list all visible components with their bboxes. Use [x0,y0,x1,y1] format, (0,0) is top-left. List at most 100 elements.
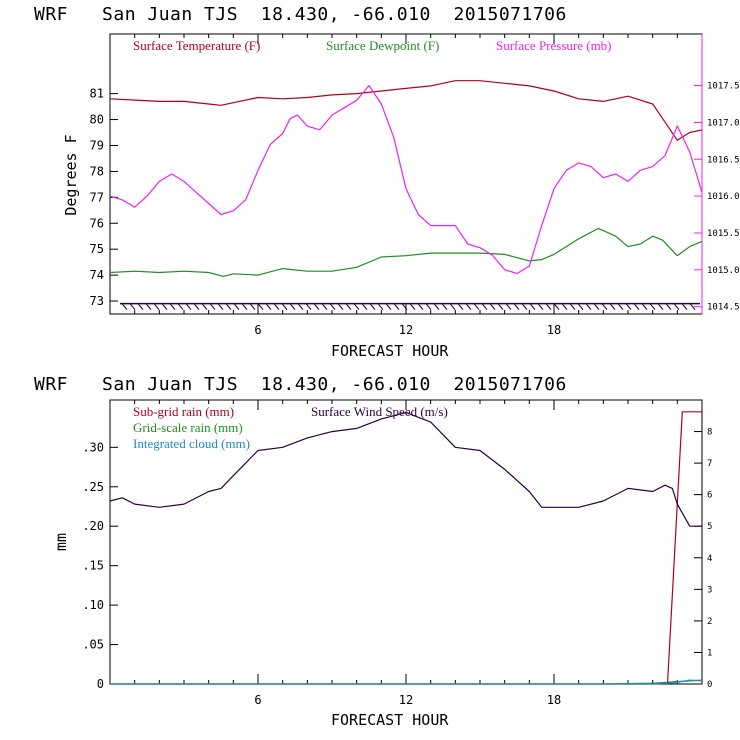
bottom-chart-title: WRF San Juan TJS 18.430, -66.010 2015071… [34,374,567,395]
wind-barb [489,303,496,310]
wind-barb [465,303,472,310]
wind-barb [313,303,320,310]
wind-barb [417,303,424,310]
top-axis-ticks: 6 12 18 73 74 75 76 77 78 79 80 81 1014.5 1015.0 1015.… [90,34,740,337]
bottom-y2-tick-label: 2 [707,617,712,627]
legend-subgrid-rain: Sub-grid rain (mm) [133,404,234,419]
wind-barb [593,303,600,310]
wind-barb [201,303,208,310]
wind-barb [657,303,664,310]
wind-barb [561,303,568,310]
bottom-x-tick-label: 18 [547,693,561,707]
wind-barb [353,303,360,310]
legend-surface-pressure: Surface Pressure (mb) [496,38,612,53]
top-x-tick-label: 6 [254,323,261,337]
wind-barb [441,303,448,310]
wind-barb [249,303,256,310]
wind-barb [161,303,168,310]
top-x-tick-label: 12 [399,323,413,337]
wind-barb [649,303,656,310]
bottom-x-tick-label: 6 [254,693,261,707]
wind-barb [505,303,512,310]
wind-barb [185,303,192,310]
wind-barb [617,303,624,310]
wind-barb [681,303,688,310]
bottom-y-axis-title: mm [52,533,70,551]
legend-surface-wind-speed: Surface Wind Speed (m/s) [311,404,448,419]
wind-barb [633,303,640,310]
wind-barb [481,303,488,310]
wind-barb [193,303,200,310]
bottom-y-tick-label: .05 [82,638,104,652]
wind-barb [377,303,384,310]
top-y-tick-label: 74 [90,268,104,282]
wind-barb [497,303,504,310]
wind-barb [513,303,520,310]
top-y-tick-label: 81 [90,87,104,101]
top-y-tick-label: 78 [90,164,104,178]
wind-barb [305,303,312,310]
wind-barb [553,303,560,310]
wind-barb [457,303,464,310]
wind-barbs [120,302,700,310]
bottom-y-tick-label: 0 [97,677,104,691]
legend-surface-temperature: Surface Temperature (F) [133,38,260,53]
bottom-y2-tick-label: 3 [707,585,712,595]
bottom-chart: WRF San Juan TJS 18.430, -66.010 2015071… [34,374,712,729]
wind-barb [233,303,240,310]
wind-barb [449,303,456,310]
top-y2-tick-label: 1015.0 [707,266,740,276]
wind-barb [585,303,592,310]
top-legend: Surface Temperature (F) Surface Dewpoint… [133,38,612,53]
wind-barb [289,303,296,310]
wind-barb [209,303,216,310]
wind-barb [473,303,480,310]
wind-barb [393,303,400,310]
bottom-x-axis-title: FORECAST HOUR [331,711,449,729]
wind-barb [265,303,272,310]
wind-barb [177,303,184,310]
top-y2-tick-label: 1014.5 [707,303,740,313]
wind-barb [241,303,248,310]
bottom-y2-tick-label: 1 [707,648,712,658]
wind-barb [625,303,632,310]
wind-barb [689,303,696,310]
bottom-y-tick-label: .20 [82,519,104,533]
legend-integrated-cloud: Integrated cloud (mm) [133,436,250,451]
wind-barb [225,303,232,310]
bottom-y-tick-label: .15 [82,559,104,573]
top-y-axis-title: Degrees F [62,134,80,215]
wind-barb [369,303,376,310]
wind-barb [545,303,552,310]
wind-barb [537,303,544,310]
wind-barb [521,303,528,310]
top-x-tick-label: 18 [547,323,561,337]
series-line-surface-temperature-f [109,80,703,141]
top-y-tick-label: 80 [90,113,104,127]
wind-barb [145,303,152,310]
wind-barb [153,303,160,310]
wind-barb [601,303,608,310]
top-y2-tick-label: 1016.5 [707,155,740,165]
bottom-y-tick-label: .25 [82,480,104,494]
wind-barb [257,303,264,310]
bottom-y2-tick-label: 5 [707,522,712,532]
bottom-y2-tick-label: 7 [707,459,712,469]
wind-barb [297,303,304,310]
top-series-lines [109,80,703,277]
top-y2-tick-label: 1017.0 [707,118,740,128]
bottom-series-lines [109,411,703,685]
wind-barb [433,303,440,310]
wind-barb [641,303,648,310]
top-x-axis-title: FORECAST HOUR [331,342,449,360]
wind-barb [665,303,672,310]
wind-barb [425,303,432,310]
wind-barb [345,303,352,310]
top-y2-tick-label: 1015.5 [707,229,740,239]
legend-gridscale-rain: Grid-scale rain (mm) [133,420,243,435]
bottom-y-tick-label: .30 [82,440,104,454]
wind-barb [281,303,288,310]
wind-barb [673,303,680,310]
top-y-tick-label: 75 [90,242,104,256]
